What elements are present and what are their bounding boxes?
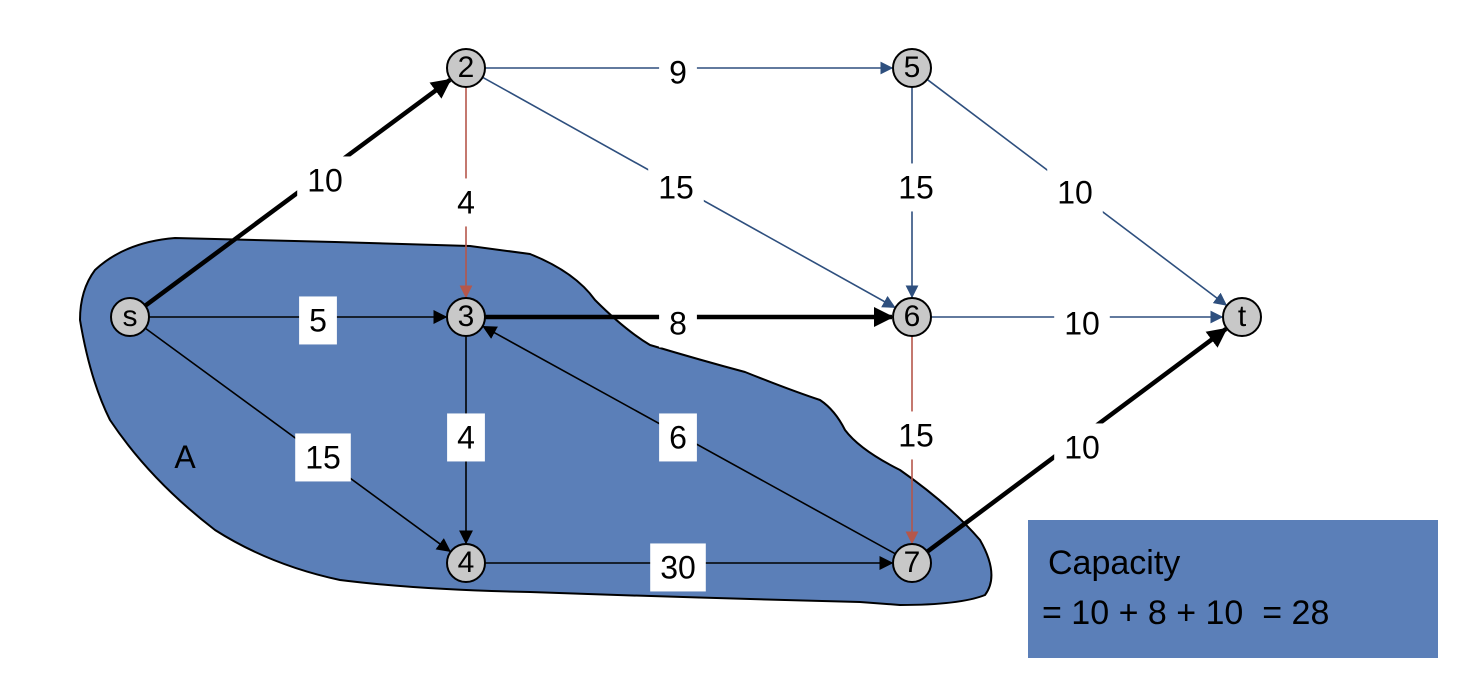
capacity-box: Capacity = 10 + 8 + 10 = 28	[1028, 520, 1438, 658]
node-label: 5	[904, 51, 921, 84]
edge-label-background	[659, 413, 697, 462]
edge-capacity-label-7-t: 10	[1064, 429, 1100, 465]
node-label: t	[1238, 300, 1247, 333]
edge-label-background	[648, 163, 704, 212]
edge-label-background	[1047, 168, 1103, 217]
edge-capacity-label-s-3: 5	[309, 302, 327, 338]
node-circle	[446, 48, 486, 88]
edge-label-background	[659, 299, 697, 348]
node-3: 3	[446, 297, 486, 337]
edge-capacity-label-3-6: 8	[669, 305, 687, 341]
node-label: 7	[904, 546, 921, 579]
node-label: 6	[904, 300, 921, 333]
edge-capacity-label-6-t: 10	[1064, 305, 1100, 341]
edge-capacity-label-7-3: 6	[669, 419, 687, 455]
edge-label-background	[1054, 299, 1110, 348]
edge-capacity-label-5-t: 10	[1057, 174, 1093, 210]
node-circle	[892, 543, 932, 583]
edge-label-background	[888, 411, 944, 460]
node-circle	[892, 48, 932, 88]
edge-capacity-label-4-7: 30	[660, 549, 696, 585]
edge-capacity-label-2-5: 9	[669, 54, 687, 90]
edge-capacity-label-s-2: 10	[307, 162, 343, 198]
capacity-title: Capacity	[1048, 544, 1181, 582]
edge-label-background	[299, 296, 337, 345]
node-circle	[1222, 297, 1262, 337]
node-6: 6	[892, 297, 932, 337]
edge-label-background	[659, 48, 697, 97]
node-7: 7	[892, 543, 932, 583]
edge-label-background	[447, 413, 485, 462]
node-label: 2	[458, 51, 475, 84]
node-t: t	[1222, 297, 1262, 337]
edge-label-background	[1054, 423, 1110, 472]
edge-capacity-label-2-3: 4	[457, 184, 475, 220]
edge-capacity-label-3-4: 4	[457, 419, 475, 455]
node-label: s	[123, 300, 138, 333]
edge-capacity-label-2-6: 15	[658, 169, 694, 205]
node-s: s	[110, 297, 150, 337]
node-2: 2	[446, 48, 486, 88]
edge-capacity-label-s-4: 15	[305, 439, 341, 475]
edge-capacity-label-5-6: 15	[898, 169, 934, 205]
node-circle	[446, 297, 486, 337]
cut-region-a	[78, 236, 993, 607]
node-4: 4	[446, 543, 486, 583]
node-5: 5	[892, 48, 932, 88]
edge-label-background	[297, 156, 353, 205]
node-label: 4	[458, 546, 475, 579]
edge-label-background	[650, 543, 706, 592]
edge-capacity-label-6-7: 15	[898, 417, 934, 453]
node-circle	[446, 543, 486, 583]
node-label: 3	[458, 300, 475, 333]
edge-label-background	[888, 163, 944, 212]
capacity-formula: = 10 + 8 + 10 = 28	[1042, 594, 1330, 632]
edge-label-background	[295, 433, 351, 482]
node-circle	[110, 297, 150, 337]
node-circle	[892, 297, 932, 337]
cut-region-label: A	[174, 439, 196, 475]
edge-label-background	[447, 178, 485, 227]
